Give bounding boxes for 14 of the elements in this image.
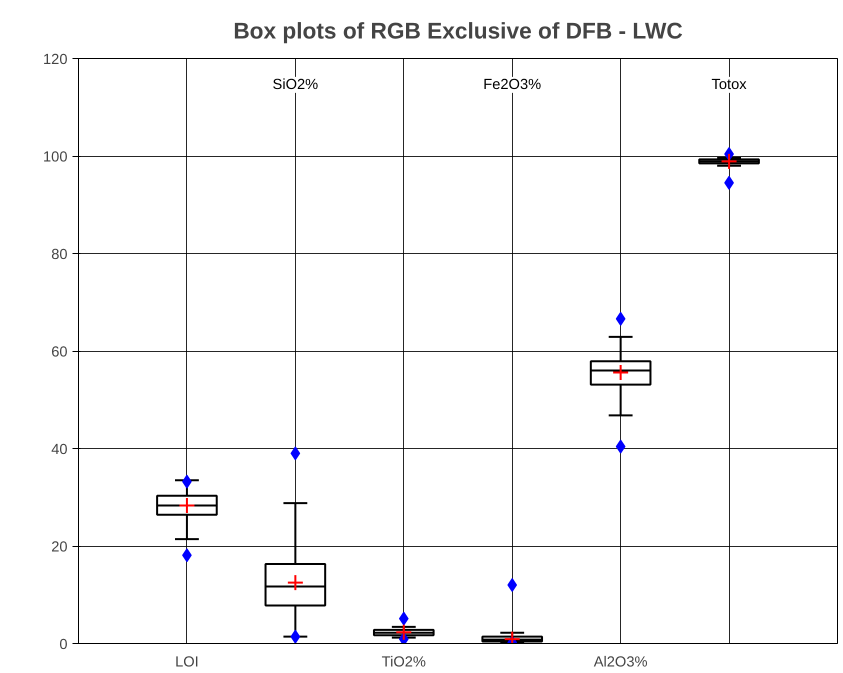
x-tick-label: TiO2%: [382, 654, 426, 670]
y-tick-label: 20: [51, 540, 68, 556]
x-tick-label: SiO2%: [272, 76, 318, 93]
y-tick-label: 40: [51, 442, 68, 458]
x-tick-label: Fe2O3%: [483, 76, 542, 93]
y-tick-label: 80: [51, 247, 68, 263]
y-tick-label: 0: [59, 637, 68, 653]
y-tick-label: 100: [43, 150, 68, 166]
x-tick-label: Al2O3%: [594, 654, 648, 670]
x-tick-label: LOI: [175, 654, 199, 670]
chart-title: Box plots of RGB Exclusive of DFB - LWC: [233, 18, 683, 44]
x-tick-label: Totox: [712, 76, 748, 93]
y-tick-label: 60: [51, 344, 68, 360]
y-tick-label: 120: [43, 52, 68, 68]
